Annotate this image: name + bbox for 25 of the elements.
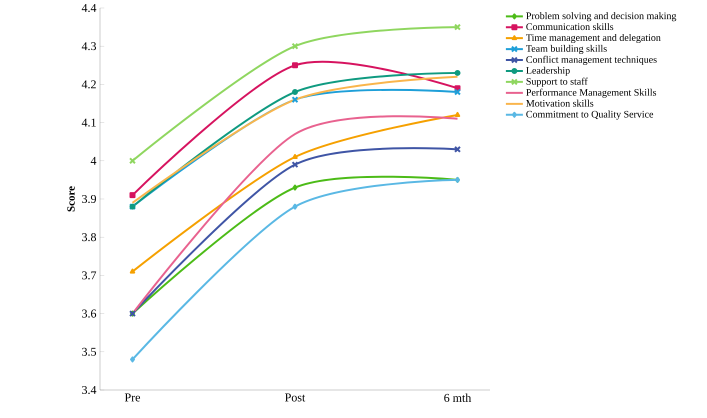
legend-label: Conflict management techniques xyxy=(526,56,657,65)
x-tick-label: 6 mth xyxy=(444,394,472,402)
x-tick-label: Pre xyxy=(124,394,140,402)
y-tick-label: 3.4 xyxy=(82,386,96,394)
legend-label: Communication skills xyxy=(526,23,614,30)
y-tick-label: 3.9 xyxy=(82,194,96,204)
y-tick-label: 3.6 xyxy=(82,310,96,318)
legend-label: Team building skills xyxy=(526,44,607,54)
x-tick-label: Post xyxy=(285,394,306,402)
y-tick-label: 4.2 xyxy=(82,80,96,88)
y-tick-label: 4.3 xyxy=(82,42,96,50)
y-axis-title: Score xyxy=(67,186,75,212)
legend-label: Leadership xyxy=(526,66,570,76)
legend-label: Performance Management Skills xyxy=(526,88,656,98)
legend-label: Motivation skills xyxy=(526,100,594,107)
legend-label: Problem solving and decision making xyxy=(526,12,676,22)
y-tick-label: 3.7 xyxy=(82,271,96,280)
y-tick-label: 3.5 xyxy=(82,348,96,356)
legend-label: Time management and delegation xyxy=(526,34,661,44)
y-tick-label: 3.8 xyxy=(82,233,96,242)
y-tick-label: 4.1 xyxy=(82,118,96,127)
y-tick-label: 4 xyxy=(90,156,96,165)
y-tick-label: 4.4 xyxy=(82,4,96,12)
legend-label: Support to staff xyxy=(526,78,588,87)
legend-label: Commitment to Quality Service xyxy=(526,110,654,120)
